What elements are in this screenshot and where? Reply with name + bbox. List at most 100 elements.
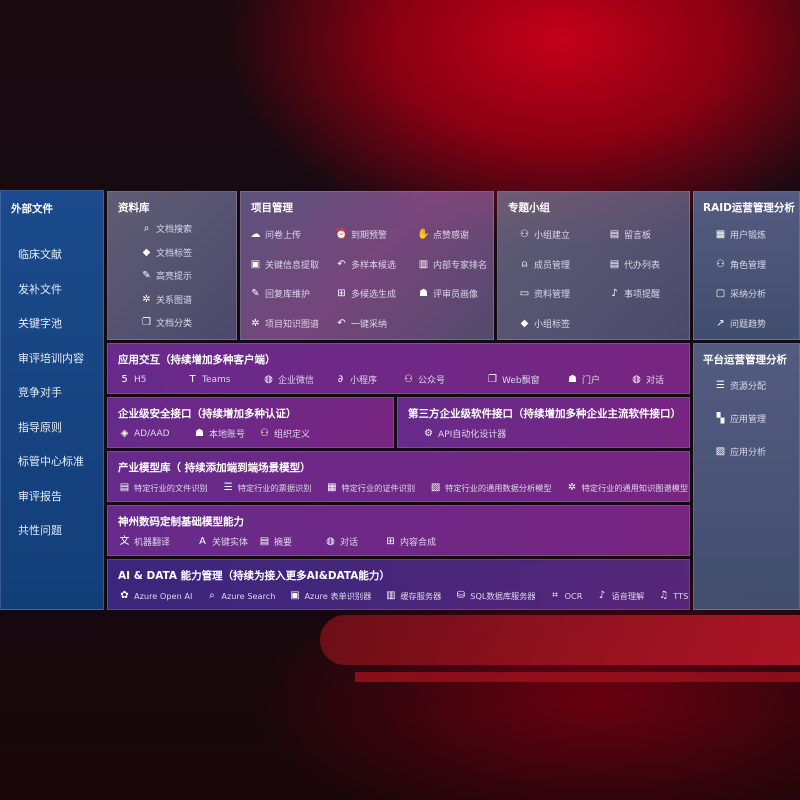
decorative-shape bbox=[355, 672, 800, 682]
feature-item[interactable]: ⏰ 到期预警 bbox=[335, 228, 387, 241]
feature-item[interactable]: ⊞ 内容合成 bbox=[384, 535, 436, 548]
graph-icon: ✲ bbox=[251, 317, 260, 329]
feature-item[interactable]: ◍ 企业微信 bbox=[262, 373, 314, 386]
panel-security-interface: 企业级安全接口（持续增加多种认证） ◈ AD/AAD ☗ 本地账号 ⚇ 组织定义 bbox=[107, 397, 394, 448]
feature-item[interactable]: ☰ 资源分配 bbox=[714, 379, 766, 392]
feature-item[interactable]: ✿ Azure Open AI bbox=[118, 589, 192, 602]
official-account-icon: ⚇ bbox=[404, 374, 413, 385]
feature-item[interactable]: ✎ 高亮提示 bbox=[140, 269, 192, 282]
feature-label: 资源分配 bbox=[730, 382, 767, 392]
feature-item[interactable]: ⌗ OCR bbox=[549, 589, 582, 602]
feature-item[interactable]: ✲ 项目知识图谱 bbox=[249, 317, 319, 330]
feature-item[interactable]: ▤ 特定行业的文件识别 bbox=[118, 481, 208, 494]
cloud-upload-icon: ☁ bbox=[250, 229, 261, 240]
sidebar-item[interactable]: 发补文件 bbox=[18, 282, 62, 296]
feature-item[interactable]: ☰ 特定行业的票据识别 bbox=[222, 481, 312, 494]
feature-label: 一键采纳 bbox=[351, 319, 388, 330]
feature-item[interactable]: 5 H5 bbox=[118, 373, 146, 386]
panel-title: AI & DATA 能力管理（持续为接入更多AI&DATA能力） bbox=[118, 570, 390, 582]
feature-item[interactable]: ▚ 应用管理 bbox=[714, 412, 766, 425]
sidebar-item[interactable]: 标管中心标准 bbox=[18, 455, 84, 468]
feature-item[interactable]: ▣ Azure 表单识别器 bbox=[288, 589, 371, 602]
feature-item[interactable]: ◍ 对话 bbox=[630, 373, 664, 386]
sidebar-item[interactable]: 审评报告 bbox=[18, 489, 62, 503]
feature-item[interactable]: ⍝ 成员管理 bbox=[518, 258, 571, 271]
feature-item[interactable]: ▦ 用户锻炼 bbox=[714, 228, 766, 241]
feature-item[interactable]: ∂ 小程序 bbox=[334, 373, 377, 386]
ad-icon: ◈ bbox=[120, 428, 129, 439]
sidebar-title: 外部文件 bbox=[11, 203, 53, 215]
feature-item[interactable]: ▥ 内部专家排名 bbox=[417, 258, 487, 271]
feature-item[interactable]: ▨ 应用分析 bbox=[714, 445, 766, 458]
panel-third-party-interface: 第三方企业级软件接口（持续增加多种企业主流软件接口） ⚙ API自动化设计器 bbox=[397, 397, 690, 448]
folder-icon: ▭ bbox=[519, 288, 530, 299]
feature-item[interactable]: ☗ 本地账号 bbox=[193, 427, 245, 440]
sidebar-external-files: 外部文件 临床文献发补文件关键字池审评培训内容 竞争对手指导原则标管中心标准 审评报… bbox=[0, 190, 104, 610]
feature-item[interactable]: ◈ AD/AAD bbox=[118, 427, 170, 440]
feature-item[interactable]: ↗ 问题趋势 bbox=[714, 317, 766, 330]
sidebar-item[interactable]: 审评培训内容 bbox=[18, 351, 84, 365]
sidebar-item[interactable]: 关键字池 bbox=[18, 317, 62, 330]
feature-item[interactable]: ❐ 文档分类 bbox=[140, 316, 192, 329]
feature-label: 到期预警 bbox=[351, 231, 388, 241]
feature-item[interactable]: ☁ 问卷上传 bbox=[249, 228, 302, 241]
feature-item[interactable]: ♪ 事项提醒 bbox=[608, 287, 660, 300]
feature-item[interactable]: ✲ 特定行业的通用知识图谱模型 bbox=[566, 481, 688, 494]
feature-label: 组织定义 bbox=[274, 430, 311, 440]
feature-item[interactable]: ☗ 评审员画像 bbox=[417, 287, 478, 300]
feature-item[interactable]: ❐ Web飘窗 bbox=[486, 373, 540, 386]
feature-item[interactable]: 文机器翻译 bbox=[118, 535, 171, 548]
feature-item[interactable]: ▭ 资料管理 bbox=[518, 287, 570, 300]
tag-icon: ◆ bbox=[520, 317, 529, 329]
feature-label: 本地账号 bbox=[209, 430, 246, 440]
feature-item[interactable]: ✲ 关系图谱 bbox=[140, 293, 192, 306]
feature-item[interactable]: ⚇ 小组建立 bbox=[518, 228, 570, 241]
feature-item[interactable]: ▤ 代办列表 bbox=[608, 258, 660, 271]
alarm-icon: ⏰ bbox=[335, 229, 348, 240]
feature-label: Teams bbox=[202, 374, 231, 385]
feature-item[interactable]: ✎ 回复库维护 bbox=[249, 287, 310, 300]
feature-item[interactable]: ♫ TTS bbox=[657, 589, 688, 602]
panel-app-interaction: 应用交互（持续增加多种客户端） 5 H5 T Teams ◍ 企业微信 ∂ 小程序 ⚇ 公众号 ❐ We… bbox=[107, 343, 690, 394]
feature-item[interactable]: ⌕ 文档搜索 bbox=[140, 222, 192, 235]
feature-item[interactable]: ◆ 小组标签 bbox=[518, 317, 570, 330]
feature-item[interactable]: ⛁ SQL数据库服务器 bbox=[454, 589, 536, 602]
openai-icon: ✿ bbox=[120, 590, 129, 601]
feature-item[interactable]: ▤ 留言板 bbox=[608, 228, 651, 241]
feature-item[interactable]: ◆ 文档标签 bbox=[140, 246, 192, 259]
feature-item[interactable]: ↶ 多样本候选 bbox=[335, 258, 396, 271]
feature-item[interactable]: ↶ 一键采纳 bbox=[335, 317, 387, 330]
feature-label: 企业微信 bbox=[278, 376, 315, 386]
feature-item[interactable]: ▤ 摘要 bbox=[258, 535, 292, 548]
feature-item[interactable]: ⚇ 角色管理 bbox=[714, 258, 766, 271]
feature-item[interactable]: ▧ 特定行业的通用数据分析模型 bbox=[429, 481, 552, 494]
feature-item[interactable]: ⊞ 多候选生成 bbox=[335, 287, 396, 300]
feature-label: 点赞感谢 bbox=[433, 231, 470, 241]
feature-item[interactable]: ▦ 特定行业的证件识别 bbox=[325, 481, 415, 494]
feature-item[interactable]: ⚇ 组织定义 bbox=[258, 427, 310, 440]
feature-item[interactable]: ▥ 缓存服务器 bbox=[384, 589, 441, 602]
feature-item[interactable]: ▣ 关键信息提取 bbox=[249, 258, 319, 271]
feature-label: 代办列表 bbox=[624, 260, 661, 271]
sidebar-item[interactable]: 共性问题 bbox=[18, 524, 62, 537]
mini-program-icon: ∂ bbox=[337, 374, 344, 385]
feature-item[interactable]: ⌕ Azure Search bbox=[205, 589, 275, 602]
feature-item[interactable]: ✋ 点赞感谢 bbox=[417, 228, 469, 241]
feature-label: 内容合成 bbox=[400, 538, 437, 548]
feature-item[interactable]: ▢ 采纳分析 bbox=[714, 287, 766, 300]
feature-item[interactable]: ⚇ 公众号 bbox=[402, 373, 445, 386]
thumbs-up-icon: ✋ bbox=[417, 229, 430, 240]
feature-item[interactable]: ☗ 门户 bbox=[566, 373, 600, 386]
feature-item[interactable]: ◍ 对话 bbox=[324, 535, 358, 548]
sidebar-item[interactable]: 指导原则 bbox=[18, 420, 62, 434]
panel-library: 资料库 ⌕ 文档搜索 ◆ 文档标签 ✎ 高亮提示 ✲ 关系图谱 ❐ 文档分类 bbox=[107, 191, 237, 340]
sidebar-item[interactable]: 临床文献 bbox=[18, 248, 62, 261]
panel-raid: RAID运营管理分析 ▦ 用户锻炼 ⚇ 角色管理 ▢ 采纳分析 ↗ 问题趋势 bbox=[693, 191, 800, 340]
feature-item[interactable]: A 关键实体 bbox=[196, 535, 248, 548]
feature-item[interactable]: ⚙ API自动化设计器 bbox=[422, 427, 506, 440]
industry-item-row: ▤ 特定行业的文件识别 ☰ 特定行业的票据识别 ▦ 特定行业的证件识别 ▧ 特定行业的通用数据… bbox=[118, 481, 688, 494]
sidebar-item[interactable]: 竞争对手 bbox=[18, 386, 62, 399]
feature-item[interactable]: T Teams bbox=[186, 373, 230, 386]
org-icon: ⚇ bbox=[260, 428, 269, 439]
feature-item[interactable]: ♪ 语音理解 bbox=[595, 589, 644, 602]
